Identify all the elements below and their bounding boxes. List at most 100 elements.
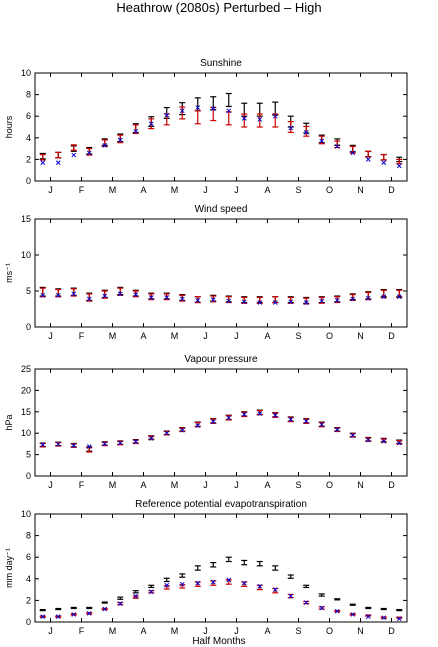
x-marker-point [396, 440, 402, 446]
x-marker-point [179, 108, 185, 114]
errorbar-point [396, 608, 403, 612]
x-tick-label: M [171, 331, 179, 341]
x-marker-point [133, 128, 139, 134]
x-marker-point [40, 160, 46, 165]
y-tick-label: 6 [26, 552, 31, 562]
errorbar-point [365, 606, 372, 610]
x-marker-point [334, 427, 340, 433]
x-marker-point [148, 295, 154, 300]
y-axis-label: hPa [4, 414, 14, 430]
x-marker-point [241, 412, 247, 417]
x-marker-point [86, 296, 92, 302]
x-marker-point [133, 593, 139, 599]
y-tick-label: 25 [21, 364, 31, 374]
panel-title: Sunshine [200, 58, 242, 69]
x-marker-point [102, 293, 108, 299]
x-marker-point [241, 580, 247, 586]
errorbar-point [101, 601, 108, 604]
y-tick-label: 4 [26, 574, 31, 584]
x-marker-point [71, 612, 77, 617]
x-marker-point [381, 294, 387, 300]
errorbar-point [365, 150, 372, 158]
plot-frame [34, 72, 408, 182]
x-marker-point [102, 606, 108, 612]
x-marker-point [350, 612, 356, 617]
plot-frame [34, 513, 408, 623]
x-marker-point [303, 418, 309, 424]
y-tick-label: 8 [26, 531, 31, 541]
x-tick-label: J [48, 185, 53, 195]
errorbar-point [179, 294, 186, 302]
x-marker-point [210, 419, 216, 424]
x-tick-label: J [203, 626, 208, 636]
y-tick-label: 15 [21, 407, 31, 417]
x-marker-point [179, 427, 185, 433]
errorbar-point [210, 561, 217, 568]
x-tick-label: J [203, 185, 208, 195]
x-marker-point [303, 600, 309, 605]
x-tick-label: A [140, 480, 146, 490]
x-marker-point [241, 116, 247, 121]
errorbar-point [349, 603, 356, 606]
x-tick-label: A [140, 185, 146, 195]
x-marker-point [396, 294, 402, 300]
errorbar-point [117, 596, 124, 600]
x-tick-label: O [326, 331, 333, 341]
x-marker-point [133, 292, 139, 297]
x-marker-point [117, 291, 123, 297]
errorbar-point [210, 106, 217, 122]
errorbar-point [256, 560, 263, 567]
y-tick-label: 5 [26, 450, 31, 460]
x-marker-point [303, 130, 309, 135]
y-tick-label: 0 [26, 176, 31, 186]
x-marker-point [40, 614, 46, 619]
x-marker-point [334, 608, 340, 614]
x-marker-point [148, 121, 154, 127]
x-marker-point [210, 297, 216, 302]
errorbar-point [179, 106, 186, 120]
x-tick-label: S [295, 185, 301, 195]
x-marker-point [350, 432, 356, 438]
x-marker-point [148, 589, 154, 595]
y-tick-label: 2 [26, 595, 31, 605]
x-marker-point [334, 144, 340, 149]
x-marker-point [396, 616, 402, 622]
plot-frame [34, 368, 408, 477]
x-marker-point [164, 112, 170, 118]
y-tick-label: 5 [26, 286, 31, 296]
x-marker-point [71, 443, 77, 448]
x-tick-label: M [171, 626, 179, 636]
x-marker-point [365, 437, 371, 443]
x-marker-point [257, 117, 263, 122]
errorbar-point [86, 447, 93, 453]
y-tick-label: 0 [26, 322, 31, 332]
x-marker-point [226, 415, 232, 421]
errorbar-point [287, 574, 294, 579]
errorbar-point [318, 593, 325, 597]
x-tick-label: J [234, 185, 239, 195]
y-tick-label: 20 [21, 385, 31, 395]
x-marker-point [55, 441, 61, 447]
errorbar-point [86, 293, 93, 302]
x-marker-point [288, 125, 294, 131]
errorbar-point [318, 296, 325, 304]
y-tick-label: 10 [21, 68, 31, 78]
x-marker-point [365, 157, 371, 162]
errorbar-point [132, 590, 139, 594]
x-marker-point [117, 601, 123, 606]
y-tick-label: 0 [26, 471, 31, 481]
errorbar-point [194, 565, 201, 571]
y-tick-label: 10 [21, 428, 31, 438]
y-axis-label: ms⁻¹ [4, 263, 14, 283]
errorbar-point [225, 92, 232, 108]
y-tick-label: 8 [26, 90, 31, 100]
errorbar-point [194, 110, 201, 125]
x-tick-label: A [264, 626, 270, 636]
panel-title: Reference potential evapotranspiration [135, 499, 307, 510]
errorbar-point [55, 607, 62, 611]
errorbar-point [148, 584, 155, 589]
x-marker-point [381, 615, 387, 621]
x-marker-point [210, 579, 216, 585]
x-tick-label: N [357, 480, 364, 490]
